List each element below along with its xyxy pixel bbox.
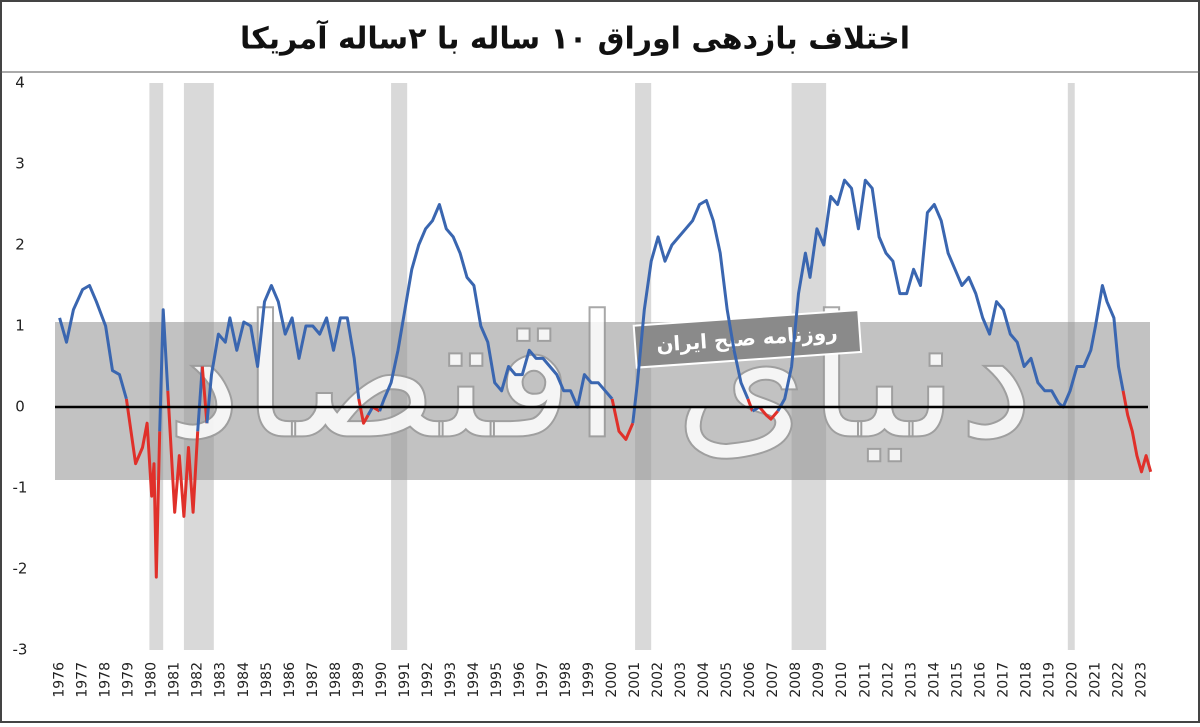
x-tick-label: 2004: [696, 662, 712, 698]
x-tick-label: 2002: [650, 662, 666, 698]
series-line: [776, 178, 1125, 412]
x-tick-label: 2016: [972, 662, 988, 698]
series-line: [1121, 390, 1153, 474]
x-tick-label: 1987: [305, 662, 321, 698]
x-tick-label: 1985: [259, 662, 275, 698]
x-tick-label: 2015: [949, 662, 965, 698]
x-tick-label: 2007: [765, 662, 781, 698]
x-tick-label: 2019: [1041, 662, 1057, 698]
chart-title: اختلاف بازدهی اوراق ۱۰ ساله با ۲ساله آمر…: [240, 20, 910, 57]
y-tick-label: 0: [15, 398, 25, 416]
x-tick-label: 2022: [1110, 662, 1126, 698]
y-tick-label: -2: [13, 560, 28, 578]
x-tick-label: 2012: [880, 662, 896, 698]
series-line: [631, 199, 750, 424]
x-tick-label: 1995: [489, 662, 505, 698]
y-tick-label: 2: [15, 236, 25, 254]
series-line: [166, 390, 200, 518]
x-tick-label: 2018: [1018, 662, 1034, 698]
x-tick-label: 2014: [926, 662, 942, 698]
x-tick-label: 1988: [328, 662, 344, 698]
watermark-logo: دنیای اقتصاد: [166, 279, 1034, 477]
x-tick-label: 1997: [535, 662, 551, 698]
x-tick-label: 2020: [1064, 662, 1080, 698]
x-tick-label: 2013: [903, 662, 919, 698]
x-tick-label: 2017: [995, 662, 1011, 698]
y-tick-label: -1: [13, 479, 28, 497]
x-tick-label: 2001: [627, 662, 643, 698]
x-tick-label: 1981: [167, 662, 183, 698]
x-tick-label: 1983: [213, 662, 229, 698]
x-tick-label: 1979: [121, 662, 137, 698]
series-line: [196, 366, 204, 432]
x-tick-label: 2023: [1133, 662, 1149, 698]
series-line: [610, 398, 635, 441]
x-tick-label: 1986: [282, 662, 298, 698]
y-tick-label: 3: [15, 155, 25, 173]
x-tick-label: 1976: [52, 662, 68, 698]
x-tick-label: 2008: [788, 662, 804, 698]
x-tick-label: 2010: [834, 662, 850, 698]
y-tick-label: 4: [15, 74, 25, 92]
x-tick-label: 1984: [236, 662, 252, 698]
x-tick-label: 1982: [190, 662, 206, 698]
x-tick-label: 2021: [1087, 662, 1103, 698]
series-line: [378, 203, 614, 412]
y-tick-label: 1: [15, 317, 25, 335]
series-line: [158, 308, 170, 432]
x-tick-label: 1980: [144, 662, 160, 698]
series-line: [58, 284, 128, 400]
x-tick-label: 1992: [420, 662, 436, 698]
series-line: [200, 366, 209, 424]
series-line: [124, 398, 162, 579]
series-line: [366, 406, 375, 416]
x-tick-label: 1994: [466, 662, 482, 698]
x-tick-label: 1991: [397, 662, 413, 698]
x-tick-label: 1989: [351, 662, 367, 698]
x-tick-label: 1977: [75, 662, 91, 698]
x-tick-label: 2009: [811, 662, 827, 698]
series-line: [205, 284, 361, 424]
y-tick-label: -3: [13, 641, 28, 659]
x-tick-label: 1998: [558, 662, 574, 698]
watermark-tag-box: [632, 308, 863, 369]
x-tick-label: 1978: [98, 662, 114, 698]
x-tick-label: 2005: [719, 662, 735, 698]
x-tick-label: 1993: [443, 662, 459, 698]
series-line: [758, 406, 779, 421]
x-tick-label: 2011: [857, 662, 873, 698]
x-tick-label: 1990: [374, 662, 390, 698]
x-tick-label: 2003: [673, 662, 689, 698]
x-tick-label: 2000: [604, 662, 620, 698]
x-tick-label: 2006: [742, 662, 758, 698]
series-line: [746, 398, 754, 412]
x-tick-label: 1996: [512, 662, 528, 698]
x-tick-label: 1999: [581, 662, 597, 698]
